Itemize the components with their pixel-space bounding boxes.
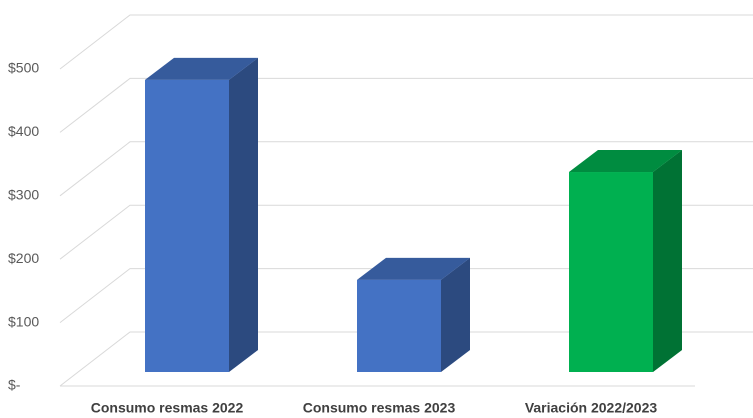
y-tick-label: $400	[8, 123, 39, 139]
grid-line	[59, 14, 753, 70]
bar-top	[569, 150, 682, 173]
bar-top	[357, 257, 470, 280]
bar-side-shade	[441, 257, 470, 372]
bar-side	[229, 57, 258, 373]
y-tick-label: $300	[8, 187, 39, 203]
bar-side	[441, 257, 470, 372]
y-tick-label: $500	[8, 60, 39, 76]
grid-line	[59, 268, 753, 323]
x-tick-label: Consumo resmas 2022	[91, 400, 244, 416]
y-tick-label: $200	[8, 250, 39, 266]
grid-line	[59, 204, 753, 260]
x-tick-label: Consumo resmas 2023	[303, 400, 456, 416]
bar	[569, 172, 653, 372]
bar-top-shade	[569, 150, 682, 173]
bar-side-shade	[653, 150, 682, 372]
bar	[357, 279, 441, 372]
bar-side-shade	[229, 57, 258, 373]
bar-top	[145, 57, 258, 80]
bar-top-shade	[357, 257, 470, 280]
bar-side	[653, 150, 682, 372]
bar-top-shade	[145, 57, 258, 80]
x-tick-label: Variación 2022/2023	[525, 400, 658, 416]
grid-line	[59, 331, 753, 387]
bar	[145, 79, 229, 373]
y-tick-label: $100	[8, 313, 39, 329]
y-tick-label: $-	[8, 377, 21, 393]
grid-line	[59, 141, 753, 197]
grid-line	[59, 77, 753, 133]
